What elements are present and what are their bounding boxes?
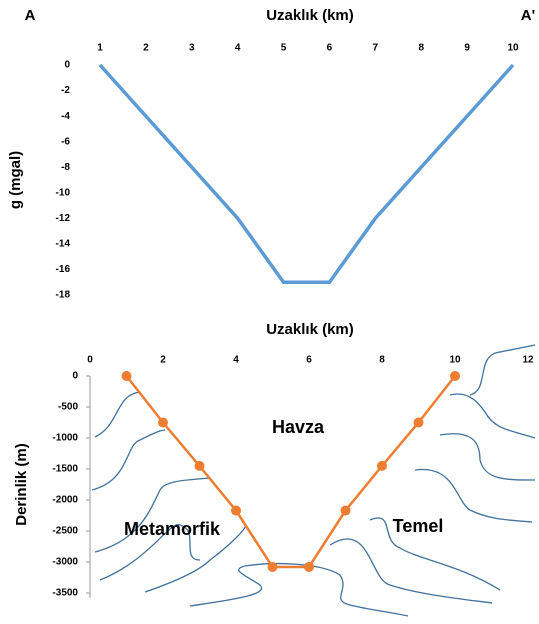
marker xyxy=(158,417,168,428)
x-tick-label: 8 xyxy=(418,43,424,54)
y-tick-label: -18 xyxy=(56,290,71,301)
x-tick-label: 9 xyxy=(464,43,470,54)
x-tick-label: 10 xyxy=(449,355,461,366)
x-tick-label: 6 xyxy=(327,43,333,54)
chart-title: Uzaklık (km) xyxy=(266,7,354,24)
x-tick-label: 6 xyxy=(306,355,312,366)
x-tick-label: 4 xyxy=(235,43,241,54)
marker xyxy=(194,460,205,471)
y-tick-label: -2 xyxy=(61,85,70,96)
annotation: Havza xyxy=(272,417,325,437)
annotation: Metamorfik xyxy=(124,519,221,539)
y-tick-label: -16 xyxy=(56,264,71,275)
y-tick-label: -3500 xyxy=(52,588,78,599)
y-axis-label: g (mgal) xyxy=(7,151,24,209)
series-line xyxy=(98,63,515,284)
x-tick-label: 0 xyxy=(87,355,93,366)
x-tick-label: 1 xyxy=(97,43,103,54)
chart-title: Uzaklık (km) xyxy=(266,321,354,338)
marker xyxy=(377,460,387,471)
y-tick-label: -1500 xyxy=(52,464,78,475)
marker xyxy=(231,505,241,516)
y-tick-label: -4 xyxy=(61,111,70,122)
y-tick-label: -2000 xyxy=(52,495,78,506)
y-tick-label: -8 xyxy=(61,162,70,173)
y-tick-label: -12 xyxy=(56,213,71,224)
x-tick-label: 7 xyxy=(373,43,379,54)
marker xyxy=(121,371,132,381)
x-tick-label: 2 xyxy=(160,355,166,366)
y-axis-label: Derinlik (m) xyxy=(13,443,30,526)
y-tick-label: -3000 xyxy=(52,557,78,568)
x-tick-label: 3 xyxy=(189,43,195,54)
geology-sketch xyxy=(91,344,536,617)
marker xyxy=(413,417,424,428)
x-tick-label: 10 xyxy=(507,43,519,54)
x-tick-label: 2 xyxy=(143,43,149,54)
marker xyxy=(340,505,351,516)
y-tick-label: 0 xyxy=(72,371,78,382)
series-line xyxy=(125,375,456,569)
y-tick-label: -1000 xyxy=(52,433,78,444)
y-tick-label: 0 xyxy=(64,60,70,71)
right-label: A' xyxy=(521,7,535,24)
x-tick-label: 12 xyxy=(522,355,534,366)
annotation: Temel xyxy=(393,516,444,536)
y-tick-label: -2500 xyxy=(52,526,78,537)
x-tick-label: 5 xyxy=(281,43,287,54)
x-tick-label: 8 xyxy=(379,355,385,366)
y-tick-label: -10 xyxy=(56,187,71,198)
marker xyxy=(267,561,278,572)
y-tick-label: -500 xyxy=(58,402,78,413)
x-tick-label: 4 xyxy=(233,355,239,366)
left-label: A xyxy=(25,7,36,24)
y-tick-label: -14 xyxy=(56,239,71,250)
y-tick-label: -6 xyxy=(61,136,70,147)
marker xyxy=(304,561,314,572)
marker xyxy=(450,371,460,381)
